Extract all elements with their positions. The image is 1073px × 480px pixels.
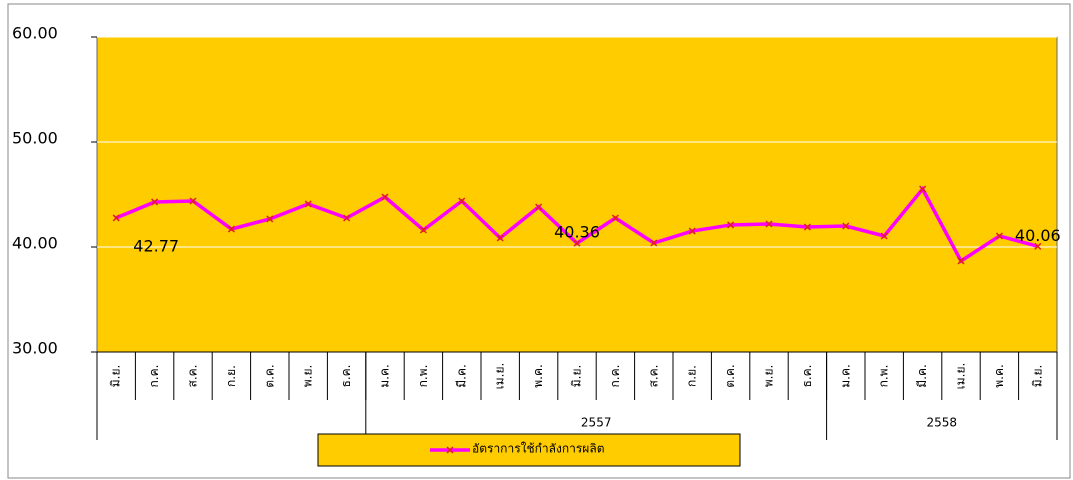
- data-label: 40.06: [1015, 226, 1061, 245]
- point-marker: [650, 239, 658, 247]
- x-tick-label: มิ.ย.: [1030, 365, 1044, 388]
- x-tick-label: เม.ย.: [493, 363, 507, 390]
- y-tick-label: 30.00: [12, 339, 58, 358]
- legend-label: อัตราการใช้กำลังการผลิต: [472, 442, 604, 456]
- point-marker: [304, 200, 312, 208]
- x-tick-label: ก.พ.: [416, 365, 430, 388]
- point-marker: [458, 197, 466, 205]
- data-label: 40.36: [554, 223, 600, 242]
- point-marker: [189, 197, 197, 205]
- y-tick-label: 60.00: [12, 24, 58, 43]
- point-marker: [535, 203, 543, 211]
- x-tick-label: ม.ค.: [378, 364, 392, 388]
- point-marker: [266, 215, 274, 223]
- point-marker: [727, 221, 735, 229]
- plot-area: [96, 36, 1058, 353]
- x-tick-label: มี.ค.: [454, 364, 468, 388]
- point-marker: [381, 193, 389, 201]
- x-tick-label: พ.ย.: [762, 365, 776, 388]
- x-tick-label: มิ.ย.: [570, 365, 584, 388]
- point-marker: [765, 220, 773, 228]
- point-marker: [919, 185, 927, 193]
- x-tick-label: เม.ย.: [954, 363, 968, 390]
- point-marker: [803, 223, 811, 231]
- point-marker: [343, 214, 351, 222]
- point-marker: [419, 226, 427, 234]
- point-marker: [227, 225, 235, 233]
- x-tick-label: ก.ย.: [224, 365, 238, 387]
- x-tick-label: ธ.ค.: [800, 365, 814, 388]
- x-tick-label: พ.ค.: [531, 364, 545, 388]
- x-tick-label: ส.ค.: [646, 365, 660, 388]
- x-tick-label: ต.ค.: [723, 364, 737, 387]
- point-marker: [880, 232, 888, 240]
- x-tick-label: ก.ย.: [685, 365, 699, 387]
- point-marker: [995, 232, 1003, 240]
- point-marker: [1034, 242, 1042, 250]
- x-tick-label: พ.ย.: [301, 365, 315, 388]
- x-tick-label: พ.ค.: [992, 364, 1006, 388]
- x-tick-label: ม.ค.: [838, 364, 852, 388]
- x-tick-label: ก.ค.: [608, 365, 622, 388]
- x-tick-label: มี.ค.: [915, 364, 929, 388]
- x-tick-label: ธ.ค.: [339, 365, 353, 388]
- point-marker: [611, 214, 619, 222]
- y-tick-label: 40.00: [12, 234, 58, 253]
- point-marker: [842, 222, 850, 230]
- y-tick-label: 50.00: [12, 129, 58, 148]
- x-tick-label: ต.ค.: [262, 364, 276, 387]
- point-marker: [957, 257, 965, 265]
- data-label: 42.77: [133, 236, 179, 255]
- point-marker: [112, 214, 120, 222]
- legend-box: [317, 433, 741, 467]
- x-tick-label: มิ.ย.: [109, 365, 123, 388]
- group-label: 2558: [927, 416, 958, 430]
- point-marker: [688, 227, 696, 235]
- legend-marker: [446, 446, 454, 454]
- point-marker: [151, 198, 159, 206]
- group-label: 2557: [581, 416, 612, 430]
- x-tick-label: ก.ค.: [147, 365, 161, 388]
- point-marker: [573, 239, 581, 247]
- point-marker: [496, 234, 504, 242]
- x-tick-label: ส.ค.: [186, 365, 200, 388]
- x-tick-label: ก.พ.: [877, 365, 891, 388]
